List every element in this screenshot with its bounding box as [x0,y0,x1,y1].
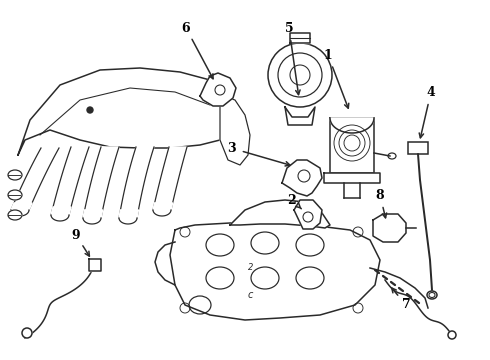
Polygon shape [83,147,119,218]
Circle shape [87,107,93,113]
Polygon shape [83,210,103,218]
Polygon shape [330,118,374,173]
Text: 2: 2 [288,194,296,207]
Text: 7: 7 [402,298,410,311]
Polygon shape [153,203,172,210]
Polygon shape [330,118,374,133]
Text: 9: 9 [72,229,80,242]
Polygon shape [51,147,89,215]
Ellipse shape [251,232,279,254]
Polygon shape [230,200,330,228]
Ellipse shape [296,234,324,256]
Polygon shape [51,207,71,215]
Polygon shape [290,33,310,43]
Text: 3: 3 [227,141,235,154]
Polygon shape [18,68,230,155]
Ellipse shape [8,170,22,180]
Text: 6: 6 [182,22,190,35]
Polygon shape [220,95,250,165]
Text: c: c [248,290,253,300]
Ellipse shape [8,190,22,200]
Ellipse shape [296,267,324,289]
Bar [408,142,428,154]
Polygon shape [119,147,154,218]
Circle shape [268,43,332,107]
Ellipse shape [8,210,22,220]
Text: 2: 2 [248,263,253,272]
Polygon shape [170,222,380,320]
Circle shape [22,328,32,338]
Polygon shape [153,147,187,210]
Ellipse shape [206,267,234,289]
Text: 8: 8 [376,189,384,202]
Polygon shape [324,173,380,183]
Polygon shape [282,160,322,196]
Polygon shape [11,203,32,210]
Polygon shape [89,259,101,271]
Ellipse shape [251,267,279,289]
Text: 4: 4 [427,86,436,99]
Polygon shape [294,200,322,229]
Text: 1: 1 [323,49,332,62]
Circle shape [448,331,456,339]
Ellipse shape [206,234,234,256]
Polygon shape [119,210,139,218]
Text: 5: 5 [285,22,294,35]
Polygon shape [373,214,406,242]
Polygon shape [200,73,236,106]
Polygon shape [285,107,315,125]
Polygon shape [11,148,59,210]
